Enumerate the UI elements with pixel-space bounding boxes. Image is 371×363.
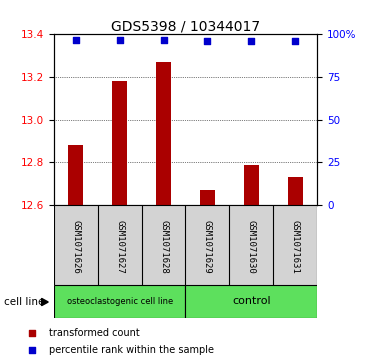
Point — [161, 37, 167, 42]
Bar — [112, 81, 127, 205]
Text: GSM1071626: GSM1071626 — [71, 220, 80, 273]
Text: percentile rank within the sample: percentile rank within the sample — [49, 345, 214, 355]
Bar — [288, 178, 303, 205]
Text: GSM1071630: GSM1071630 — [247, 220, 256, 273]
Bar — [244, 164, 259, 205]
Point — [249, 38, 255, 44]
Text: GSM1071628: GSM1071628 — [159, 220, 168, 273]
Point — [29, 347, 35, 353]
Text: cell line: cell line — [4, 297, 44, 307]
Point — [292, 38, 298, 44]
FancyBboxPatch shape — [54, 205, 317, 285]
Point — [73, 37, 79, 42]
FancyBboxPatch shape — [186, 285, 317, 318]
FancyBboxPatch shape — [54, 285, 185, 318]
Text: GSM1071631: GSM1071631 — [291, 220, 300, 273]
Bar — [200, 190, 215, 205]
Text: GSM1071629: GSM1071629 — [203, 220, 212, 273]
Bar — [68, 145, 83, 205]
Text: transformed count: transformed count — [49, 328, 139, 338]
Text: GSM1071627: GSM1071627 — [115, 220, 124, 273]
Point — [116, 37, 122, 42]
Point — [204, 38, 210, 44]
Title: GDS5398 / 10344017: GDS5398 / 10344017 — [111, 19, 260, 33]
Text: control: control — [232, 296, 271, 306]
Point — [29, 330, 35, 336]
Bar — [156, 62, 171, 205]
Polygon shape — [42, 298, 48, 306]
Text: osteoclastogenic cell line: osteoclastogenic cell line — [66, 297, 173, 306]
